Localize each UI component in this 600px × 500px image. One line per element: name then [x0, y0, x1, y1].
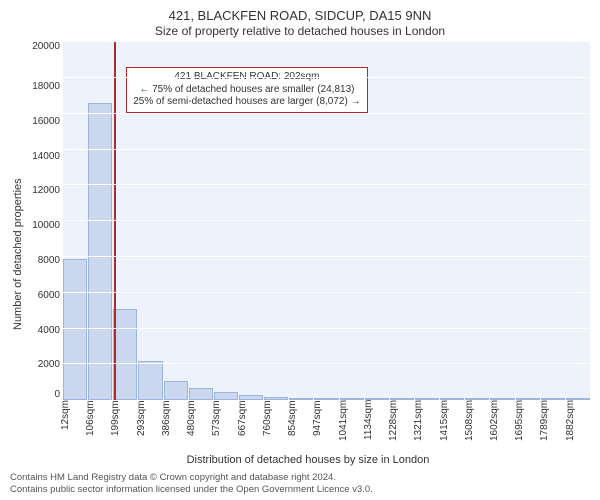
x-tick: 1695sqm [514, 400, 539, 452]
histogram-bar [113, 309, 137, 400]
histogram-bar [189, 388, 213, 401]
property-callout: 421 BLACKFEN ROAD: 202sqm ← 75% of detac… [126, 67, 367, 113]
x-tick: 199sqm [110, 400, 135, 452]
x-tick: 760sqm [262, 400, 287, 452]
x-tick: 1789sqm [539, 400, 564, 452]
x-tick: 12sqm [60, 400, 85, 452]
y-tick: 12000 [26, 186, 60, 196]
x-tick: 480sqm [186, 400, 211, 452]
x-axis-label: Distribution of detached houses by size … [26, 454, 590, 466]
footer-line-2: Contains public sector information licen… [10, 484, 590, 496]
histogram-bar [164, 381, 188, 401]
y-tick: 2000 [26, 360, 60, 370]
x-tick: 293sqm [136, 400, 161, 452]
x-tick: 1415sqm [439, 400, 464, 452]
chart-subtitle: Size of property relative to detached ho… [10, 24, 590, 38]
callout-line-3: 25% of semi-detached houses are larger (… [133, 96, 360, 109]
chart: Number of detached properties 2000018000… [10, 42, 590, 466]
callout-line-2: ← 75% of detached houses are smaller (24… [133, 84, 360, 97]
x-axis-ticks: 12sqm106sqm199sqm293sqm386sqm480sqm573sq… [26, 400, 590, 452]
y-axis-label: Number of detached properties [10, 42, 26, 466]
y-tick: 8000 [26, 256, 60, 266]
x-tick: 386sqm [161, 400, 186, 452]
y-tick: 20000 [26, 42, 60, 52]
attribution-footer: Contains HM Land Registry data © Crown c… [10, 472, 590, 496]
footer-line-1: Contains HM Land Registry data © Crown c… [10, 472, 590, 484]
x-tick: 1041sqm [338, 400, 363, 452]
x-tick: 1882sqm [565, 400, 590, 452]
y-tick: 0 [26, 390, 60, 400]
histogram-bar [63, 259, 87, 400]
x-tick: 1321sqm [413, 400, 438, 452]
chart-title: 421, BLACKFEN ROAD, SIDCUP, DA15 9NN [10, 8, 590, 24]
y-tick: 10000 [26, 221, 60, 231]
x-tick: 1602sqm [489, 400, 514, 452]
x-tick: 1508sqm [464, 400, 489, 452]
x-tick: 1134sqm [363, 400, 388, 452]
y-tick: 6000 [26, 291, 60, 301]
plot-area: 421 BLACKFEN ROAD: 202sqm ← 75% of detac… [63, 42, 590, 400]
y-tick: 16000 [26, 117, 60, 127]
y-tick: 14000 [26, 152, 60, 162]
y-tick: 18000 [26, 82, 60, 92]
property-marker-line [114, 42, 116, 400]
x-tick: 573sqm [211, 400, 236, 452]
x-tick: 1228sqm [388, 400, 413, 452]
histogram-bar [138, 361, 162, 400]
y-axis-ticks: 2000018000160001400012000100008000600040… [26, 42, 63, 400]
x-tick: 947sqm [312, 400, 337, 452]
x-tick: 106sqm [85, 400, 110, 452]
x-tick: 854sqm [287, 400, 312, 452]
y-tick: 4000 [26, 326, 60, 336]
x-tick: 667sqm [237, 400, 262, 452]
